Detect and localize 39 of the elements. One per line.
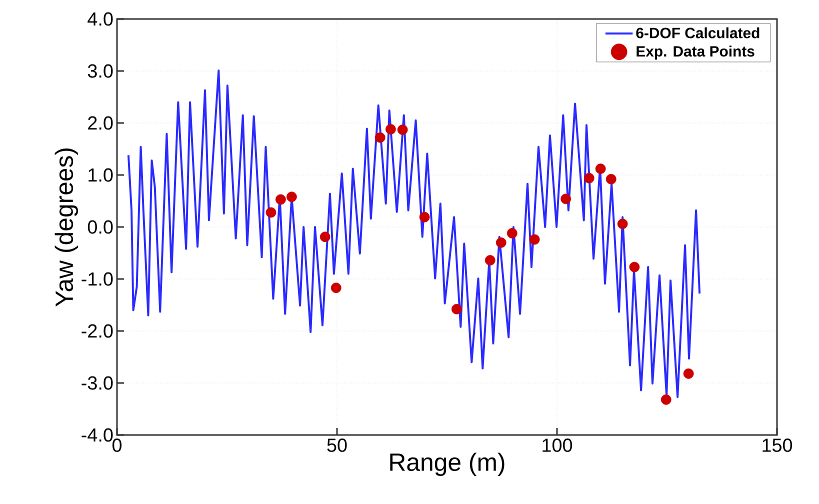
point <box>606 174 616 184</box>
point <box>451 304 462 314</box>
x-tick-label: 150 <box>762 438 792 452</box>
point <box>683 368 694 379</box>
point <box>506 228 518 238</box>
point <box>397 124 408 135</box>
point <box>560 194 572 204</box>
legend-label: 6-DOF Calculated <box>636 27 760 38</box>
point <box>617 218 628 230</box>
y-tick-label: -4.0 <box>82 428 113 442</box>
point <box>595 164 606 174</box>
y-tick-label: -1.0 <box>82 272 113 286</box>
point <box>374 132 386 143</box>
point <box>584 172 594 184</box>
y-tick-label: 1.0 <box>88 168 113 182</box>
point <box>629 262 640 272</box>
point <box>529 234 540 245</box>
y-tick-label: 4.0 <box>88 12 113 26</box>
point <box>484 255 496 266</box>
y-tick-label: 0.0 <box>88 220 113 234</box>
point <box>660 394 672 405</box>
point <box>330 282 342 294</box>
y-tick-label: 2.0 <box>88 116 113 130</box>
point <box>385 124 396 134</box>
point <box>419 212 430 222</box>
x-tick-label: 0 <box>112 438 122 452</box>
point <box>286 192 297 202</box>
y-tick-label: -2.0 <box>82 324 113 338</box>
y-axis-title: Yaw (degrees) <box>54 148 78 307</box>
point <box>320 232 330 242</box>
x-tick-label: 50 <box>327 438 347 452</box>
x-axis-title: Range (m) <box>390 452 504 476</box>
y-tick-label: 3.0 <box>88 64 113 78</box>
legend-label: Exp. Data Points <box>636 46 754 60</box>
x-tick-label: 100 <box>542 438 572 452</box>
point <box>275 194 286 205</box>
y-tick-label: -3.0 <box>82 376 113 390</box>
point <box>266 207 276 218</box>
point <box>496 237 506 248</box>
